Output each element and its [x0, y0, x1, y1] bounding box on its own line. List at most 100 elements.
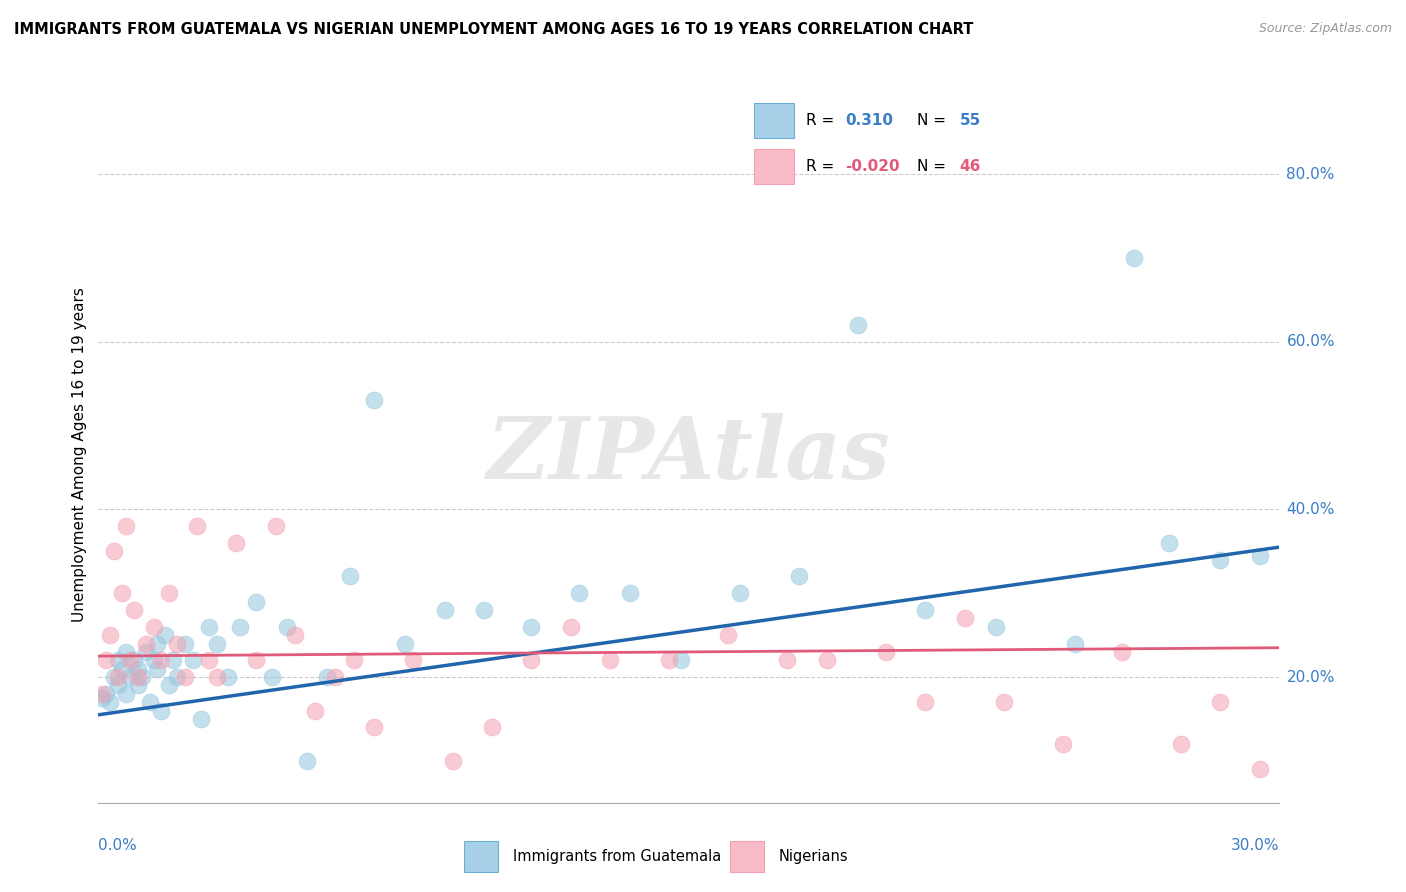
Point — [174, 670, 197, 684]
Point — [217, 670, 239, 684]
Point — [150, 653, 173, 667]
Point — [953, 611, 976, 625]
Text: 80.0%: 80.0% — [1286, 167, 1334, 182]
Point — [284, 628, 307, 642]
Point — [343, 653, 366, 667]
Point — [433, 603, 456, 617]
Bar — [730, 840, 765, 872]
Point — [1052, 737, 1074, 751]
Point — [776, 653, 799, 667]
Point — [846, 318, 869, 332]
Text: 0.0%: 0.0% — [98, 838, 138, 854]
Text: 20.0%: 20.0% — [1286, 670, 1334, 684]
Point — [190, 712, 212, 726]
Text: 55: 55 — [960, 112, 981, 128]
Point — [107, 653, 129, 667]
Point — [150, 704, 173, 718]
Point — [787, 569, 810, 583]
Point — [717, 628, 740, 642]
Point — [205, 636, 228, 650]
Point — [197, 653, 219, 667]
Text: 0.310: 0.310 — [845, 112, 893, 128]
Point — [984, 620, 1007, 634]
Point — [914, 603, 936, 617]
Point — [363, 393, 385, 408]
Point — [118, 653, 141, 667]
Point — [993, 695, 1015, 709]
Point — [264, 519, 287, 533]
Point — [118, 670, 141, 684]
Point — [245, 594, 267, 608]
Point — [111, 662, 134, 676]
Point — [1249, 762, 1271, 776]
Point — [520, 620, 543, 634]
Point — [166, 670, 188, 684]
Text: R =: R = — [806, 159, 839, 174]
Point — [103, 670, 125, 684]
Text: N =: N = — [918, 159, 952, 174]
Point — [91, 687, 114, 701]
Bar — [464, 840, 499, 872]
Point — [103, 544, 125, 558]
Point — [157, 586, 180, 600]
Point — [1249, 549, 1271, 563]
Point — [1159, 536, 1181, 550]
Point — [162, 653, 184, 667]
Point — [181, 653, 204, 667]
Text: IMMIGRANTS FROM GUATEMALA VS NIGERIAN UNEMPLOYMENT AMONG AGES 16 TO 19 YEARS COR: IMMIGRANTS FROM GUATEMALA VS NIGERIAN UN… — [14, 22, 973, 37]
Point — [146, 636, 169, 650]
Point — [186, 519, 208, 533]
Point — [339, 569, 361, 583]
Point — [135, 645, 157, 659]
Point — [91, 691, 114, 706]
Point — [107, 678, 129, 692]
Point — [115, 645, 138, 659]
Text: 60.0%: 60.0% — [1286, 334, 1334, 350]
Point — [122, 653, 145, 667]
Point — [111, 586, 134, 600]
Point — [142, 653, 165, 667]
Point — [127, 662, 149, 676]
Point — [115, 519, 138, 533]
Point — [658, 653, 681, 667]
Point — [728, 586, 751, 600]
Point — [276, 620, 298, 634]
Point — [669, 653, 692, 667]
Point — [174, 636, 197, 650]
Point — [260, 670, 283, 684]
Point — [98, 695, 121, 709]
Point — [295, 754, 318, 768]
Point — [205, 670, 228, 684]
Point — [127, 670, 149, 684]
Point — [155, 628, 177, 642]
Point — [96, 687, 118, 701]
Point — [568, 586, 591, 600]
Point — [481, 720, 503, 734]
Point — [402, 653, 425, 667]
Point — [157, 678, 180, 692]
Point — [304, 704, 326, 718]
Point — [914, 695, 936, 709]
Point — [107, 670, 129, 684]
Text: Nigerians: Nigerians — [779, 849, 849, 863]
Point — [135, 636, 157, 650]
Point — [131, 670, 153, 684]
Point — [394, 636, 416, 650]
Text: Source: ZipAtlas.com: Source: ZipAtlas.com — [1258, 22, 1392, 36]
Text: N =: N = — [918, 112, 952, 128]
Text: 30.0%: 30.0% — [1232, 838, 1279, 854]
Point — [1209, 695, 1232, 709]
Text: ZIPAtlas: ZIPAtlas — [486, 413, 891, 497]
Point — [315, 670, 337, 684]
Point — [138, 695, 160, 709]
Point — [599, 653, 621, 667]
Text: 46: 46 — [960, 159, 981, 174]
Point — [520, 653, 543, 667]
Point — [98, 628, 121, 642]
Text: R =: R = — [806, 112, 839, 128]
Point — [363, 720, 385, 734]
Point — [142, 620, 165, 634]
Point — [115, 687, 138, 701]
Point — [560, 620, 582, 634]
Point — [1122, 251, 1144, 265]
